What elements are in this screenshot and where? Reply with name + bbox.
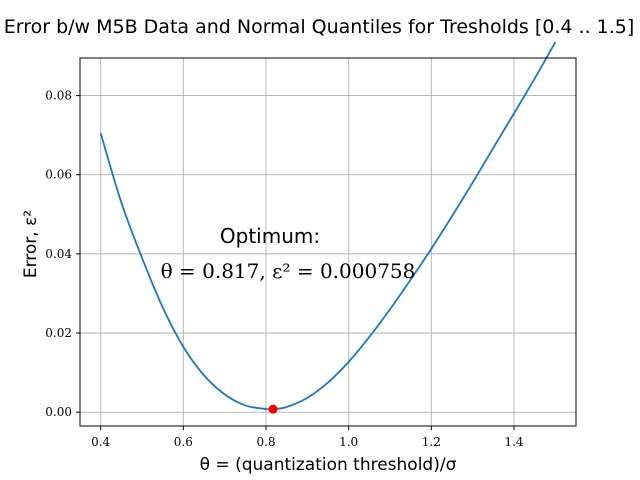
annotation-label: Optimum: [220,224,320,248]
x-tick-label: 1.0 [339,435,358,449]
x-tick-label: 1.4 [504,435,523,449]
x-tick-label: 1.2 [422,435,441,449]
x-axis-label: θ = (quantization threshold)/σ [200,455,457,475]
plot-frame [79,57,577,427]
series-layer [99,41,557,414]
y-tick-label: 0.00 [45,405,72,419]
x-tick-label: 0.6 [174,435,193,449]
y-tick-label: 0.02 [45,326,72,340]
x-tick-label: 0.4 [91,435,110,449]
y-tick-label: 0.06 [45,168,72,182]
x-tick-label: 0.8 [256,435,275,449]
optimum-point [268,404,278,414]
y-tick-label: 0.04 [45,247,72,261]
y-tick-label: 0.08 [45,89,72,103]
error-curve [99,41,557,411]
axis-ticks: 0.4 0.6 0.8 1.0 1.2 1.4 0.00 0.02 0.04 0.06 0.08 [45,89,524,449]
annotation-value: θ = 0.817, ε² = 0.000758 [161,259,416,283]
chart-title: Error b/w M5B Data and Normal Quantiles … [4,16,635,38]
grid [80,58,576,426]
y-axis-label: Error, ε² [21,210,41,278]
